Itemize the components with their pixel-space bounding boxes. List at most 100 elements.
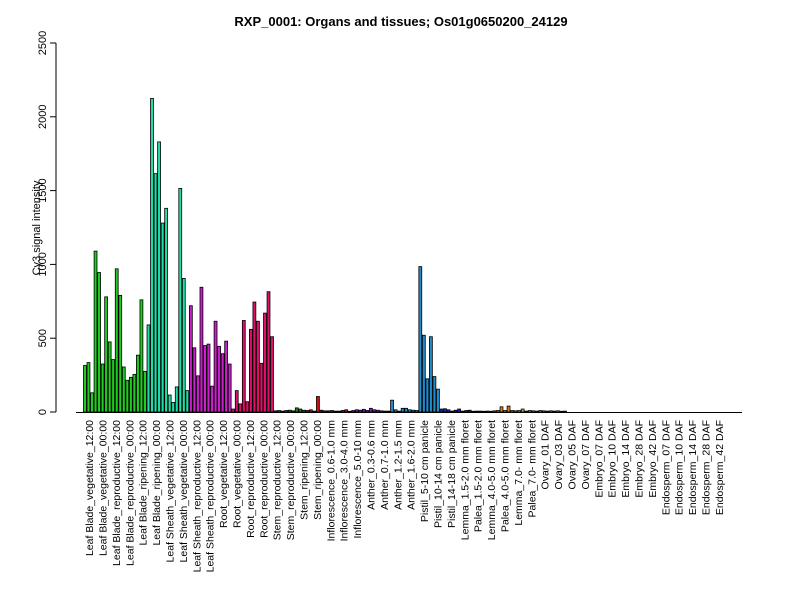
bar	[386, 410, 391, 413]
x-category-label: Leaf Blade_vegetative_12:00	[84, 420, 96, 556]
x-category-label: Pistil_10-14 cm panicle	[432, 420, 444, 528]
bar	[164, 207, 168, 413]
bar	[203, 345, 207, 413]
bar	[273, 410, 278, 413]
bar	[414, 410, 419, 413]
bar	[301, 409, 306, 413]
bar	[492, 410, 497, 413]
bar	[234, 390, 239, 413]
bar	[199, 286, 204, 413]
x-category-label: Leaf Blade_reproductive_12:00	[111, 420, 123, 566]
x-category-label: Ovary_03 DAF	[553, 420, 565, 489]
bar	[450, 410, 454, 413]
x-category-label: Embryo_42 DAF	[647, 420, 659, 498]
x-category-label: Leaf Blade_ripening_12:00	[138, 420, 150, 546]
bar	[171, 402, 176, 413]
bar	[213, 320, 218, 413]
bar	[174, 386, 179, 413]
x-category-label: Anther_0.7-1.0 mm	[379, 420, 391, 510]
x-category-label: Stem_reproductive_12:00	[272, 420, 284, 540]
x-category-label: Anther_1.6-2.0 mm	[406, 420, 418, 510]
bar	[291, 410, 296, 413]
bar	[404, 407, 409, 413]
bar	[527, 410, 532, 413]
bar	[319, 409, 324, 413]
bar	[287, 409, 292, 413]
bar	[252, 301, 257, 413]
bar	[531, 410, 536, 413]
bar	[397, 410, 401, 413]
bar	[432, 376, 437, 413]
bar	[506, 405, 511, 413]
y-tick-label: 2500	[37, 31, 49, 55]
x-category-label: Palea_4.0-5.0 mm floret	[499, 420, 511, 532]
x-category-label: Endosperm_07 DAF	[660, 420, 672, 515]
bar	[340, 410, 345, 413]
bar	[489, 410, 493, 413]
bar	[97, 272, 101, 413]
bar	[136, 354, 140, 413]
bar	[517, 410, 521, 413]
x-category-label: Palea_1.5-2.0 mm floret	[473, 420, 485, 532]
bar	[400, 407, 405, 413]
bar	[330, 410, 334, 413]
bar	[241, 320, 246, 413]
x-category-label: Embryo_28 DAF	[633, 420, 645, 498]
x-category-label: Pistil_14-18 cm panicle	[446, 420, 458, 528]
bar	[284, 410, 289, 413]
bar	[520, 408, 525, 413]
y-tick-label: 0	[37, 409, 49, 415]
bar	[379, 410, 384, 413]
bar	[510, 410, 514, 413]
x-category-label: Lemma_1.5-2.0 mm floret	[459, 420, 471, 540]
bar	[210, 385, 214, 413]
bar	[453, 409, 458, 413]
bar	[436, 388, 440, 413]
x-axis-labels: Leaf Blade_vegetative_12:00 Leaf Blade_ve…	[84, 420, 726, 573]
bar	[411, 409, 416, 413]
bar	[390, 399, 394, 413]
bar	[393, 409, 398, 413]
bar	[224, 340, 228, 413]
bar	[143, 371, 147, 413]
bar	[312, 410, 317, 413]
x-category-label: Palea_7.0- mm floret	[526, 420, 538, 518]
chart-title: RXP_0001: Organs and tissues; Os01g06502…	[234, 14, 567, 29]
bar	[545, 410, 550, 413]
bar	[369, 407, 373, 413]
bar	[277, 410, 281, 413]
x-category-label: Leaf Blade_reproductive_00:00	[124, 420, 136, 566]
bar	[478, 410, 483, 413]
x-category-label: Lemma_4.0-5.0 mm floret	[486, 420, 498, 540]
y-tick-label: 2000	[37, 105, 49, 129]
bar	[503, 410, 507, 413]
bar	[365, 410, 370, 413]
x-category-label: Inflorescence_5.0-10 mm	[352, 420, 364, 539]
bar	[121, 366, 126, 413]
x-category-label: Endosperm_28 DAF	[700, 420, 712, 515]
bar	[333, 410, 338, 413]
x-category-label: Embryo_07 DAF	[593, 420, 605, 498]
bar	[196, 375, 200, 413]
x-category-label: Ovary_07 DAF	[580, 420, 592, 489]
bar	[316, 396, 320, 413]
bar	[443, 408, 447, 413]
x-category-label: Inflorescence_3.0-4.0 mm	[339, 420, 351, 542]
bar	[245, 401, 250, 413]
x-category-label: Ovary_01 DAF	[540, 420, 552, 489]
bar	[421, 334, 426, 413]
bar	[139, 299, 144, 413]
bar	[429, 336, 433, 413]
bar	[280, 410, 285, 413]
bar	[351, 410, 356, 413]
bar	[361, 408, 366, 413]
x-category-label: Stem_reproductive_00:00	[285, 420, 297, 540]
bar	[270, 336, 274, 413]
bar	[125, 379, 130, 413]
bar	[150, 97, 154, 413]
bar	[344, 409, 349, 413]
bar	[192, 347, 197, 413]
bar	[227, 363, 232, 413]
bar	[337, 410, 341, 413]
